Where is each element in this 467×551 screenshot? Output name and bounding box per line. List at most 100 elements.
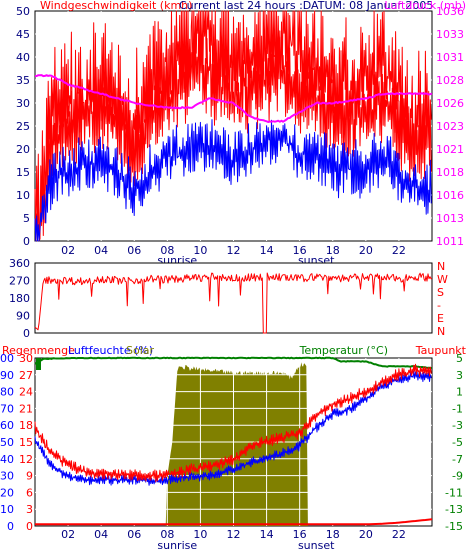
wind-x-tick: 06: [127, 244, 141, 257]
direction-tick: 360: [9, 257, 30, 270]
temperature-tick: -13: [445, 503, 463, 516]
wind-x-tick: 20: [359, 244, 373, 257]
temperature-tick: -5: [452, 436, 463, 449]
climate-x-tick: 22: [392, 528, 406, 541]
rain-tick: 9: [26, 470, 33, 483]
pressure-tick: 1016: [436, 189, 464, 202]
chart-title: Current last 24 hours :DATUM: 08 Januar …: [179, 0, 433, 12]
pressure-tick: 1033: [436, 28, 464, 41]
pressure-tick: 1026: [436, 97, 464, 110]
pressure-series: [34, 74, 433, 123]
temperature-tick: -7: [452, 453, 463, 466]
rain-tick: 21: [19, 402, 33, 415]
wind-line: [34, 19, 432, 242]
temperature-tick: -9: [452, 470, 463, 483]
humidity-tick: 60: [0, 419, 14, 432]
compass-label: -: [437, 299, 441, 312]
wind-tick: 40: [16, 51, 30, 64]
compass-label: N: [437, 260, 445, 273]
rain-tick: 24: [19, 386, 33, 399]
compass-label: W: [437, 273, 448, 286]
rain-tick: 18: [19, 419, 33, 432]
rain-tick: 3: [26, 503, 33, 516]
humidity-tick: 90: [0, 369, 14, 382]
wind-x-tick: 12: [227, 244, 241, 257]
wind-x-tick: 10: [193, 244, 207, 257]
pressure-tick: 1036: [436, 5, 464, 18]
wind-x-ticks: 02 04 06 08 10 12 14 16 18 20 22: [61, 244, 406, 257]
wind-tick: 15: [16, 166, 30, 179]
wind-x-tick: 22: [392, 244, 406, 257]
compass-label: N: [437, 325, 445, 338]
pressure-tick: 1018: [436, 166, 464, 179]
humidity-y-ticks: 0 10 20 30 40 50 60 70 80 90 100: [0, 352, 14, 533]
direction-compass-labels: NWS-EN: [437, 260, 448, 338]
pressure-tick: 1021: [436, 143, 464, 156]
climate-x-tick: 04: [94, 528, 108, 541]
humidity-tick: 50: [0, 436, 14, 449]
climate-x-tick: 14: [260, 528, 274, 541]
wind-series: [34, 19, 432, 242]
pressure-y-ticks: 1011 1013 1016 1018 1021 1023 1026 1028 1031 1033…: [436, 5, 464, 248]
wind-avg-series: [34, 119, 432, 242]
temperature-label: Temperatur (°C): [299, 344, 388, 357]
direction-tick: 270: [9, 275, 30, 288]
temperature-tick: -11: [445, 486, 463, 499]
direction-series: [34, 272, 433, 334]
wind-x-tick: 08: [160, 244, 174, 257]
temperature-tick: -15: [445, 520, 463, 533]
pressure-tick: 1031: [436, 51, 464, 64]
temperature-tick: -1: [452, 402, 463, 415]
humidity-tick: 100: [0, 352, 14, 365]
rain-label: Regenmenge: [2, 344, 75, 357]
wind-x-tick: 18: [326, 244, 340, 257]
direction-tick: 90: [16, 310, 30, 323]
climate-x-tick: 12: [227, 528, 241, 541]
rain-tick: 0: [26, 520, 33, 533]
wind-tick: 20: [16, 143, 30, 156]
humidity-tick: 80: [0, 386, 14, 399]
direction-tick: 0: [23, 327, 30, 340]
temperature-tick: 1: [456, 386, 463, 399]
wind-tick: 30: [16, 97, 30, 110]
wind-tick: 25: [16, 120, 30, 133]
climate-x-ticks: 02 04 06 08 10 12 14 16 18 20 22: [61, 528, 406, 541]
temperature-series: [34, 356, 433, 369]
temperature-line: [34, 356, 433, 369]
wind-avg-line: [34, 119, 432, 242]
direction-panel: 0 90 180 270 360 NWS-EN: [9, 257, 448, 340]
humidity-label: Luftfeuchte (%): [68, 344, 153, 357]
rain-tick: 27: [19, 369, 33, 382]
dewpoint-series: [34, 370, 432, 486]
wind-x-tick: 04: [94, 244, 108, 257]
temperature-tick: 5: [456, 352, 463, 365]
humidity-series: [34, 363, 432, 483]
wind-y-ticks: 0 5 10 15 20 25 30 35 40 45 50: [16, 5, 30, 248]
humidity-tick: 20: [0, 486, 14, 499]
rain-series: [35, 518, 433, 526]
wind-x-tick: 02: [61, 244, 75, 257]
wind-axis-label: Windgeschwindigkeit (kmh): [40, 0, 192, 12]
wind-x-tick: 16: [293, 244, 307, 257]
direction-line: [34, 272, 433, 334]
humidity-tick: 10: [0, 503, 14, 516]
pressure-tick: 1011: [436, 235, 464, 248]
dewpoint-label: Taupunkt: [415, 344, 467, 357]
temperature-tick: -3: [452, 419, 463, 432]
humidity-tick: 30: [0, 470, 14, 483]
solar-label: Solar: [126, 344, 155, 357]
climate-x-tick: 02: [61, 528, 75, 541]
wind-tick: 5: [23, 212, 30, 225]
direction-tick: 180: [9, 292, 30, 305]
pressure-tick: 1013: [436, 212, 464, 225]
rain-line: [35, 518, 433, 526]
pressure-line: [34, 74, 433, 123]
rain-tick: 6: [26, 486, 33, 499]
climate-x-tick: 10: [193, 528, 207, 541]
wind-tick: 35: [16, 74, 30, 87]
climate-day-markers: sunrise sunset: [157, 539, 335, 551]
direction-y-ticks: 0 90 180 270 360: [9, 257, 30, 340]
wind-tick: 45: [16, 28, 30, 41]
